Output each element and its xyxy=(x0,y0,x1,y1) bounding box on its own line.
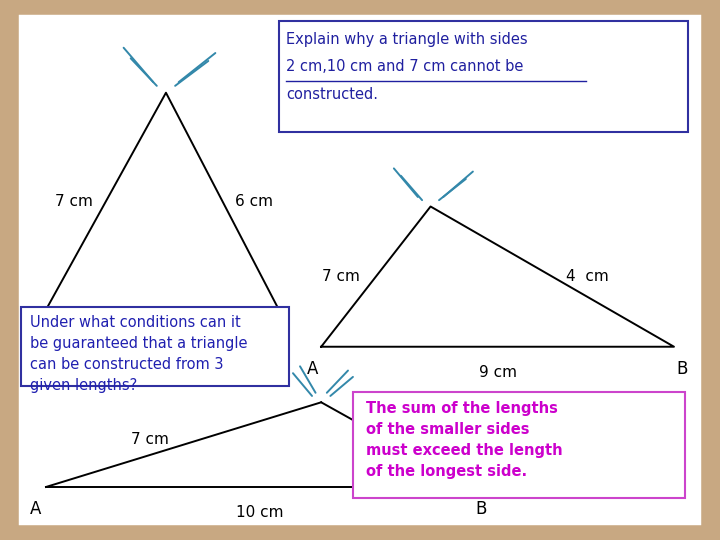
Text: B: B xyxy=(276,323,288,341)
Text: 10 cm: 10 cm xyxy=(235,505,283,521)
Text: A: A xyxy=(30,500,41,518)
Text: B: B xyxy=(677,360,688,378)
Bar xyxy=(353,392,685,497)
Text: 7 cm: 7 cm xyxy=(322,269,359,284)
Text: 8 cm: 8 cm xyxy=(143,328,181,343)
Text: 7 cm: 7 cm xyxy=(131,432,168,447)
Text: A: A xyxy=(307,360,318,378)
Text: 9 cm: 9 cm xyxy=(479,365,516,380)
Bar xyxy=(279,21,688,132)
Bar xyxy=(22,307,289,387)
Text: 4  cm: 4 cm xyxy=(566,269,609,284)
Text: 3½  cm: 3½ cm xyxy=(405,432,462,447)
FancyBboxPatch shape xyxy=(16,12,704,528)
Text: Under what conditions can it
be guaranteed that a triangle
can be constructed fr: Under what conditions can it be guarante… xyxy=(30,315,247,393)
Text: Explain why a triangle with sides: Explain why a triangle with sides xyxy=(286,32,528,47)
Text: 6 cm: 6 cm xyxy=(235,194,273,208)
Text: A: A xyxy=(30,323,41,341)
Text: 2 cm,10 cm and 7 cm cannot be: 2 cm,10 cm and 7 cm cannot be xyxy=(286,59,523,75)
Text: constructed.: constructed. xyxy=(286,87,378,102)
Text: B: B xyxy=(476,500,487,518)
Text: 7 cm: 7 cm xyxy=(55,194,93,208)
Text: The sum of the lengths
of the smaller sides
must exceed the length
of the longes: The sum of the lengths of the smaller si… xyxy=(366,401,562,479)
